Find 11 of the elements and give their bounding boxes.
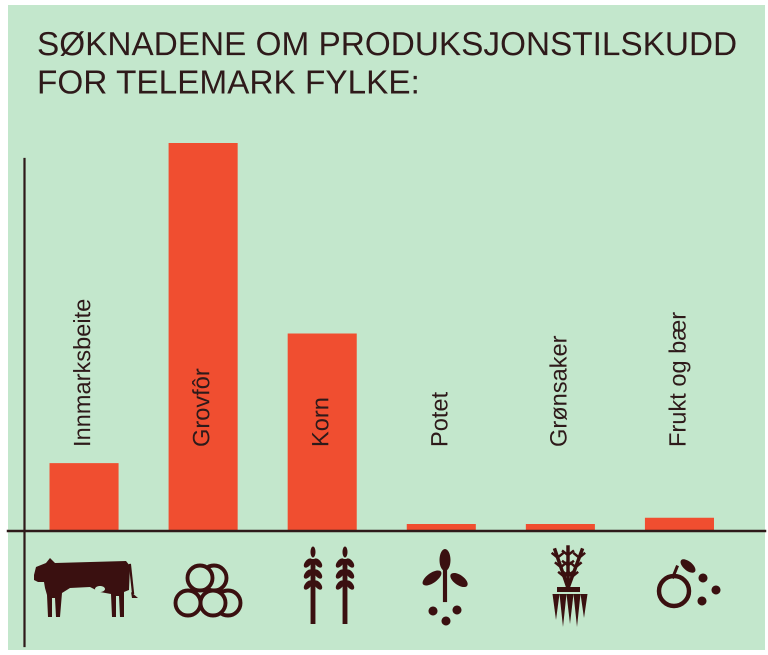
x-tick-label: Korn bbox=[312, 398, 329, 446]
x-tick-label: Innmarksbeite bbox=[73, 300, 90, 445]
bar bbox=[50, 463, 119, 531]
bar bbox=[644, 518, 714, 531]
x-tick-label: Potet bbox=[431, 392, 448, 446]
x-tick-label: Grønsaker bbox=[549, 336, 567, 446]
x-tick-label: Frukt og bær bbox=[668, 312, 690, 446]
x-tick-label: Grovfôr bbox=[192, 368, 210, 446]
bar bbox=[168, 143, 238, 531]
bar bbox=[288, 334, 357, 531]
chart-title: SØKNADENE OM PRODUKSJONSTILSKUDD FOR TELEMARK FYLKE: bbox=[38, 31, 736, 94]
